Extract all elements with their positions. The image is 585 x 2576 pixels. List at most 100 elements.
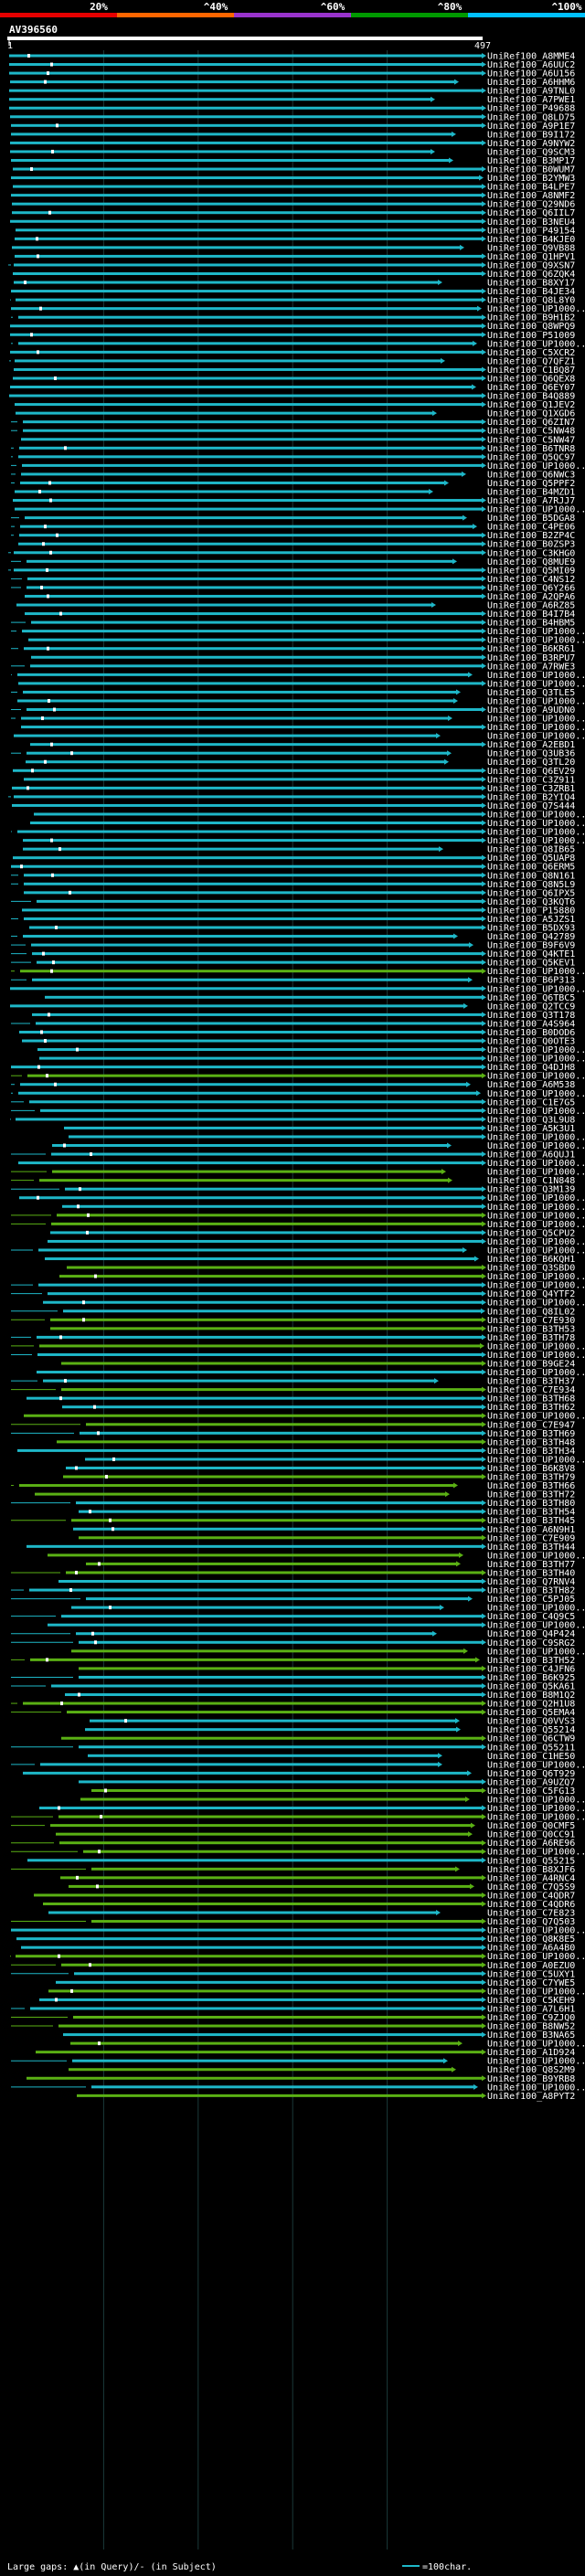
hit-label[interactable]: UniRef100_A4S964 [487, 1019, 575, 1029]
hit-label[interactable]: UniRef100_B8NW52 [487, 2022, 575, 2032]
hit-label[interactable]: UniRef100_UP1000.. [487, 1813, 585, 1823]
hit-bar[interactable] [20, 525, 473, 528]
hit-label[interactable]: UniRef100_B0ZSP3 [487, 540, 575, 550]
hit-label[interactable]: UniRef100_UP1000.. [487, 636, 585, 646]
hit-bar[interactable] [16, 298, 482, 302]
hit-bar[interactable] [11, 1065, 482, 1069]
hit-bar[interactable] [13, 376, 482, 380]
hit-label[interactable]: UniRef100_Q55211 [487, 1743, 575, 1753]
hit-bar[interactable] [65, 1187, 482, 1191]
hit-label[interactable]: UniRef100_A6QUJ1 [487, 1150, 575, 1161]
hit-label[interactable]: UniRef100_B3TH82 [487, 1586, 575, 1596]
hit-label[interactable]: UniRef100_B5DGA8 [487, 514, 575, 524]
hit-bar[interactable] [86, 1562, 456, 1565]
hit-bar[interactable] [62, 1405, 482, 1409]
hit-bar[interactable] [43, 1902, 482, 1905]
hit-label[interactable]: UniRef100_Q5UAP8 [487, 853, 575, 864]
hit-bar[interactable] [61, 1362, 482, 1365]
hit-bar[interactable] [50, 1327, 482, 1330]
hit-label[interactable]: UniRef100_UP1000.. [487, 1246, 585, 1256]
hit-label[interactable]: UniRef100_C5UXY1 [487, 1969, 575, 1979]
hit-label[interactable]: UniRef100_A9TNL0 [487, 87, 575, 97]
hit-bar[interactable] [64, 1126, 482, 1129]
hit-bar[interactable] [27, 586, 482, 589]
hit-bar[interactable] [18, 542, 482, 546]
hit-bar[interactable] [27, 577, 482, 580]
hit-bar[interactable] [32, 952, 482, 956]
hit-label[interactable]: UniRef100_Q6IIL7 [487, 208, 575, 218]
hit-label[interactable]: UniRef100_Q3TLE5 [487, 688, 575, 698]
hit-label[interactable]: UniRef100_Q9XSN7 [487, 260, 575, 270]
hit-label[interactable]: UniRef100_UP1000.. [487, 1987, 585, 1997]
hit-label[interactable]: UniRef100_A6A4B0 [487, 1944, 575, 1954]
hit-bar[interactable] [11, 176, 479, 180]
hit-label[interactable]: UniRef100_B3TH68 [487, 1394, 575, 1405]
hit-label[interactable]: UniRef100_A6N9H1 [487, 1525, 575, 1535]
hit-label[interactable]: UniRef100_B6K8V8 [487, 1464, 575, 1474]
hit-label[interactable]: UniRef100_Q55215 [487, 1856, 575, 1866]
hit-label[interactable]: UniRef100_C7E823 [487, 1909, 575, 1919]
hit-label[interactable]: UniRef100_Q29ND6 [487, 200, 575, 210]
hit-label[interactable]: UniRef100_UP1000.. [487, 1368, 585, 1378]
hit-bar[interactable] [18, 1091, 476, 1095]
hit-label[interactable]: UniRef100_C7E909 [487, 1533, 575, 1543]
hit-label[interactable]: UniRef100_P51009 [487, 331, 575, 341]
hit-label[interactable]: UniRef100_Q3M139 [487, 1185, 575, 1195]
hit-label[interactable]: UniRef100_UP1000.. [487, 1299, 585, 1309]
hit-label[interactable]: UniRef100_B4MZD1 [487, 488, 575, 498]
hit-bar[interactable] [10, 219, 482, 223]
hit-label[interactable]: UniRef100_A0EZU0 [487, 1961, 575, 1971]
hit-label[interactable]: UniRef100_Q3KQT6 [487, 897, 575, 907]
hit-bar[interactable] [65, 1693, 482, 1697]
hit-label[interactable]: UniRef100_UP1000.. [487, 967, 585, 977]
hit-label[interactable]: UniRef100_B3TH80 [487, 1499, 575, 1509]
hit-label[interactable]: UniRef100_B4Q889 [487, 392, 575, 402]
hit-label[interactable]: UniRef100_C7E930 [487, 1316, 575, 1326]
hit-label[interactable]: UniRef100_C3KHG0 [487, 548, 575, 558]
hit-bar[interactable] [19, 1484, 453, 1488]
hit-label[interactable]: UniRef100_A8MME4 [487, 52, 575, 62]
hit-label[interactable]: UniRef100_B3TH77 [487, 1560, 575, 1570]
hit-label[interactable]: UniRef100_B3TH79 [487, 1473, 575, 1483]
hit-bar[interactable] [13, 185, 482, 188]
hit-bar[interactable] [14, 281, 438, 284]
hit-bar[interactable] [23, 847, 439, 851]
hit-bar[interactable] [48, 1553, 459, 1557]
hit-bar[interactable] [25, 516, 463, 520]
hit-label[interactable]: UniRef100_UP1000.. [487, 984, 585, 994]
hit-bar[interactable] [11, 307, 477, 311]
hit-label[interactable]: UniRef100_Q0CC91 [487, 1830, 575, 1840]
hit-bar[interactable] [30, 743, 482, 747]
hit-label[interactable]: UniRef100_B6KQH1 [487, 1255, 575, 1265]
hit-label[interactable]: UniRef100_Q6IPX5 [487, 888, 575, 898]
hit-label[interactable]: UniRef100_Q4KTE1 [487, 949, 575, 959]
hit-bar[interactable] [24, 882, 482, 885]
hit-label[interactable]: UniRef100_UP1000.. [487, 715, 585, 725]
hit-label[interactable]: UniRef100_B0DOD6 [487, 1028, 575, 1038]
hit-label[interactable]: UniRef100_C5KEH9 [487, 1996, 575, 2006]
hit-bar[interactable] [80, 1797, 465, 1801]
hit-bar[interactable] [10, 987, 482, 991]
hit-bar[interactable] [11, 133, 452, 136]
hit-bar[interactable] [56, 1832, 468, 1836]
hit-label[interactable]: UniRef100_C7E934 [487, 1385, 575, 1395]
hit-label[interactable]: UniRef100_C3Z911 [487, 775, 575, 785]
hit-bar[interactable] [70, 2041, 458, 2045]
hit-bar[interactable] [39, 1807, 482, 1810]
hit-label[interactable]: UniRef100_A6M538 [487, 1080, 575, 1090]
hit-label[interactable]: UniRef100_UP1000.. [487, 1193, 585, 1203]
hit-bar[interactable] [58, 1815, 482, 1818]
hit-bar[interactable] [45, 995, 482, 999]
hit-bar[interactable] [67, 1711, 482, 1714]
hit-label[interactable]: UniRef100_Q6EY07 [487, 383, 575, 393]
hit-label[interactable]: UniRef100_B9GE24 [487, 1360, 575, 1370]
hit-bar[interactable] [66, 1571, 482, 1574]
hit-bar[interactable] [30, 822, 482, 825]
hit-bar[interactable] [23, 1701, 482, 1705]
hit-label[interactable]: UniRef100_B3TH44 [487, 1542, 575, 1553]
hit-label[interactable]: UniRef100_B3TH52 [487, 1656, 575, 1666]
hit-bar[interactable] [16, 228, 482, 232]
hit-bar[interactable] [69, 1135, 482, 1139]
hit-label[interactable]: UniRef100_UP1000.. [487, 723, 585, 733]
hit-bar[interactable] [29, 926, 482, 929]
